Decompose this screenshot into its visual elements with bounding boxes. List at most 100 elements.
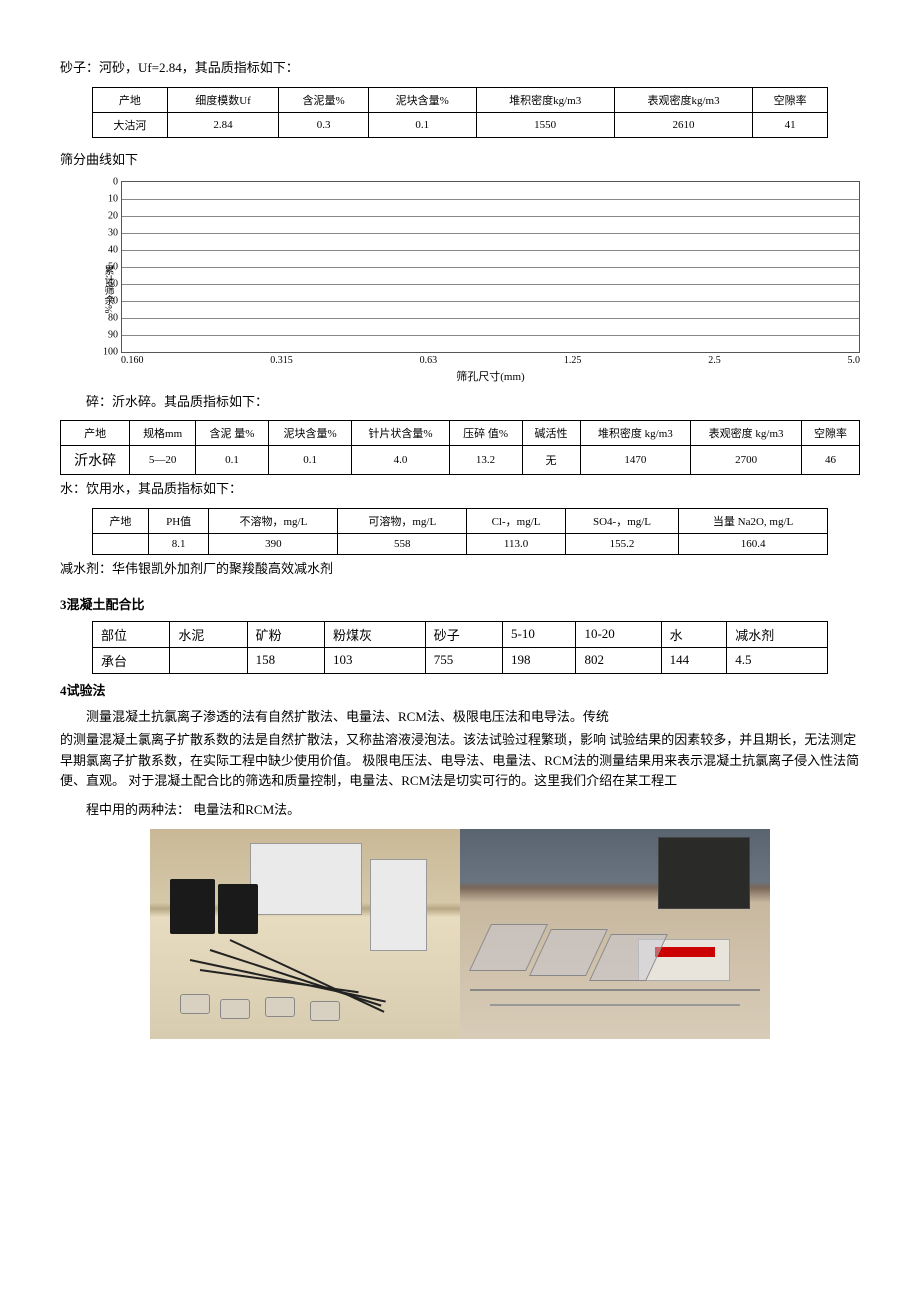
col-apparent-density: 表观密度kg/m3: [614, 87, 752, 112]
col: 部位: [93, 621, 170, 647]
water-table: 产地 PH值 不溶物，mg/L 可溶物，mg/L Cl-，mg/L SO4-，m…: [92, 508, 828, 555]
chart-ytick: 0: [96, 176, 118, 187]
chart-ytick: 90: [96, 329, 118, 340]
chart-xtick: 0.315: [270, 355, 293, 366]
cell: 0.3: [279, 112, 369, 137]
cell: 160.4: [679, 534, 828, 555]
col: 针片状含量%: [352, 421, 449, 446]
cell: 0.1: [368, 112, 476, 137]
method-title: 4试验法: [60, 680, 860, 699]
sand-table: 产地 细度模数Uf 含泥量% 泥块含量% 堆积密度kg/m3 表观密度kg/m3…: [92, 87, 828, 138]
col: 产地: [61, 421, 130, 446]
col: 空隙率: [801, 421, 859, 446]
cell: 155.2: [565, 534, 678, 555]
col: 泥块含量%: [268, 421, 351, 446]
cell: 0.1: [268, 446, 351, 475]
cell: 802: [576, 647, 661, 673]
col-void: 空隙率: [753, 87, 828, 112]
cell: 41: [753, 112, 828, 137]
cell: 198: [503, 647, 576, 673]
stone-table: 产地 规格mm 含泥 量% 泥块含量% 针片状含量% 压碎 值% 碱活性 堆积密…: [60, 420, 860, 475]
cell: 2610: [614, 112, 752, 137]
photo-row: [60, 829, 860, 1039]
col: 碱活性: [522, 421, 580, 446]
cell: 承台: [93, 647, 170, 673]
chart-xtick: 5.0: [847, 355, 860, 366]
sieve-chart: 累计筛余% 0102030405060708090100 0.1600.3150…: [100, 181, 860, 384]
chart-xticks: 0.160 0.315 0.63 1.25 2.5 5.0: [121, 355, 860, 366]
table-row: 产地 规格mm 含泥 量% 泥块含量% 针片状含量% 压碎 值% 碱活性 堆积密…: [61, 421, 860, 446]
chart-xtick: 0.63: [420, 355, 438, 366]
table-row: 产地 PH值 不溶物，mg/L 可溶物，mg/L Cl-，mg/L SO4-，m…: [93, 509, 828, 534]
cell: [170, 647, 247, 673]
col: Cl-，mg/L: [467, 509, 566, 534]
chart-xtick: 0.160: [121, 355, 144, 366]
sieve-title: 筛分曲线如下: [60, 150, 860, 171]
col: 不溶物，mg/L: [209, 509, 338, 534]
col: 表观密度 kg/m3: [691, 421, 802, 446]
table-row: 部位 水泥 矿粉 粉煤灰 砂子 5-10 10-20 水 减水剂: [93, 621, 828, 647]
cell: 8.1: [148, 534, 209, 555]
table-row: 沂水碎 5—20 0.1 0.1 4.0 13.2 无 1470 2700 46: [61, 446, 860, 475]
col-mud: 含泥量%: [279, 87, 369, 112]
col: 规格mm: [130, 421, 196, 446]
cell: 4.0: [352, 446, 449, 475]
chart-xtick: 1.25: [564, 355, 582, 366]
method-p1: 测量混凝土抗氯离子渗透的法有自然扩散法、电量法、RCM法、极限电压法和电导法。传…: [60, 707, 860, 728]
col: 可溶物，mg/L: [338, 509, 467, 534]
cell: 755: [425, 647, 502, 673]
cell: 2700: [691, 446, 802, 475]
cell: 390: [209, 534, 338, 555]
col: 压碎 值%: [449, 421, 522, 446]
table-row: 8.1 390 558 113.0 155.2 160.4: [93, 534, 828, 555]
cell: 沂水碎: [61, 446, 130, 475]
col: 水泥: [170, 621, 247, 647]
chart-xlabel: 筛孔尺寸(mm): [121, 368, 860, 384]
col-origin: 产地: [93, 87, 168, 112]
col: SO4-，mg/L: [565, 509, 678, 534]
cell: 144: [661, 647, 727, 673]
cell: 5—20: [130, 446, 196, 475]
chart-ytick: 50: [96, 261, 118, 272]
cell: 无: [522, 446, 580, 475]
cell: 113.0: [467, 534, 566, 555]
cell: 0.1: [195, 446, 268, 475]
col: 砂子: [425, 621, 502, 647]
cell: 158: [247, 647, 324, 673]
chart-ytick: 100: [96, 346, 118, 357]
cell: 1470: [580, 446, 691, 475]
cell: 103: [324, 647, 425, 673]
table-row: 产地 细度模数Uf 含泥量% 泥块含量% 堆积密度kg/m3 表观密度kg/m3…: [93, 87, 828, 112]
table-row: 大沽河 2.84 0.3 0.1 1550 2610 41: [93, 112, 828, 137]
chart-ytick: 80: [96, 312, 118, 323]
col: 含泥 量%: [195, 421, 268, 446]
col: 当量 Na2O, mg/L: [679, 509, 828, 534]
cell: 4.5: [727, 647, 828, 673]
col: 产地: [93, 509, 149, 534]
chart-ytick: 60: [96, 278, 118, 289]
method-p2: 的测量混凝土氯离子扩散系数的法是自然扩散法，又称盐溶液浸泡法。该法试验过程繁琐，…: [60, 730, 860, 792]
col-mudblock: 泥块含量%: [368, 87, 476, 112]
method-p3: 程中用的两种法： 电量法和RCM法。: [60, 800, 860, 821]
cell: 1550: [476, 112, 614, 137]
col: 10-20: [576, 621, 661, 647]
lab-photo-left: [150, 829, 460, 1039]
chart-ytick: 20: [96, 210, 118, 221]
col: 矿粉: [247, 621, 324, 647]
cell: 558: [338, 534, 467, 555]
cell: 13.2: [449, 446, 522, 475]
cell: 46: [801, 446, 859, 475]
chart-ytick: 10: [96, 193, 118, 204]
sand-intro: 砂子：河砂，Uf=2.84，其品质指标如下：: [60, 58, 860, 79]
chart-xtick: 2.5: [708, 355, 721, 366]
col: 水: [661, 621, 727, 647]
chart-grid: 0102030405060708090100: [121, 181, 860, 353]
chart-ytick: 30: [96, 227, 118, 238]
mix-title: 3混凝土配合比: [60, 594, 860, 613]
cell: 大沽河: [93, 112, 168, 137]
stone-intro: 碎：沂水碎。其品质指标如下：: [60, 392, 860, 413]
admixture-text: 减水剂：华伟银凯外加剂厂的聚羧酸高效减水剂: [60, 559, 860, 580]
water-intro: 水：饮用水，其品质指标如下：: [60, 479, 860, 500]
col-fineness: 细度模数Uf: [167, 87, 279, 112]
col: 堆积密度 kg/m3: [580, 421, 691, 446]
